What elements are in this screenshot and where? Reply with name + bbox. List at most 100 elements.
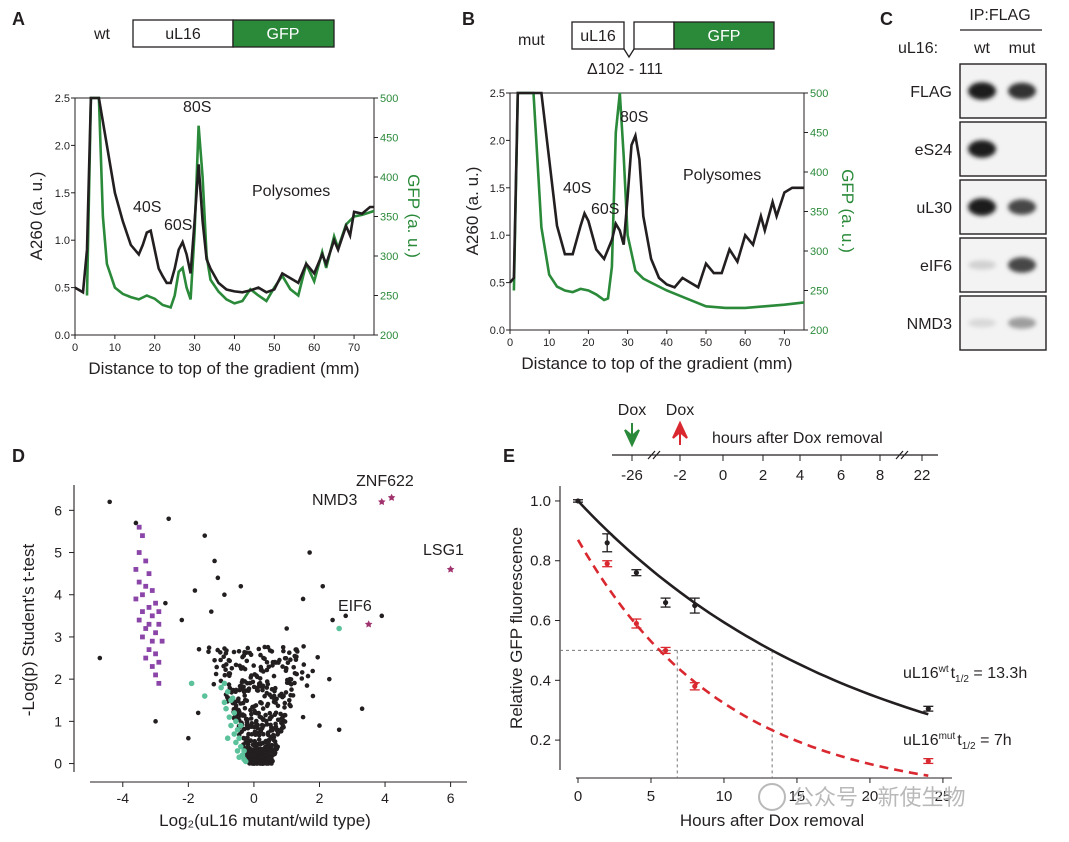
blot-row-eif6: eIF6 (920, 237, 1047, 293)
fit-curve-mut (576, 539, 929, 777)
protein-point (250, 742, 256, 747)
ribosomal-protein-point (241, 748, 247, 754)
protein-point (292, 671, 298, 676)
timeline-tick-label: 0 (719, 467, 727, 484)
protein-point (273, 710, 279, 716)
y-tick-label: 0.6 (530, 613, 551, 630)
protein-point (269, 649, 275, 654)
depleted-protein-point (143, 655, 149, 661)
protein-point (238, 701, 243, 706)
y2-tick-label: 500 (380, 93, 398, 105)
band-mut (1008, 257, 1036, 273)
protein-point (336, 727, 342, 733)
lane-label-wt: wt (973, 40, 991, 57)
protein-point (222, 672, 228, 678)
protein-point (283, 690, 289, 695)
y2-tick-label: 200 (810, 325, 828, 337)
depleted-protein-point (146, 604, 152, 610)
protein-point (244, 740, 250, 745)
protein-point (359, 706, 365, 711)
lane-label-mut: mut (1009, 40, 1036, 57)
y-tick-label: 6 (54, 502, 62, 518)
protein-point (262, 753, 268, 758)
gfp-domain-box (232, 19, 335, 48)
protein-point (221, 654, 226, 659)
ribosomal-protein-point (236, 754, 242, 761)
band-wt (968, 198, 996, 216)
protein-point (301, 644, 306, 649)
protein-point (279, 716, 284, 721)
protein-point (226, 671, 232, 676)
highlighted-factor-star (446, 565, 455, 573)
x-tick-label: 0 (250, 790, 258, 806)
y2-tick-label: 350 (380, 212, 398, 224)
protein-point (294, 647, 299, 652)
protein-point (299, 676, 305, 681)
gfp-domain-box-mut (673, 21, 775, 50)
decay-plot: 0 5 10 15 20 25 0.2 0.4 0.6 0.8 1.0 uL16wt t1/2 = 1… (507, 486, 1027, 830)
protein-point (256, 737, 262, 742)
protein-point (264, 703, 270, 709)
band-mut (1008, 317, 1036, 329)
protein-point (283, 656, 289, 661)
x-tick-label: 60 (308, 342, 320, 354)
protein-point (245, 723, 250, 728)
protein-point (251, 663, 256, 668)
protein-point (236, 710, 242, 715)
protein-point (271, 693, 277, 699)
band-mut (1008, 199, 1036, 215)
y-tick-label: 0.4 (530, 672, 551, 689)
protein-point (310, 668, 316, 674)
protein-point (260, 687, 265, 693)
x-tick-label: 0 (507, 337, 513, 349)
protein-point (218, 650, 223, 655)
protein-point (251, 684, 257, 690)
protein-point (212, 558, 217, 564)
gfp-trace (512, 91, 805, 310)
protein-point (223, 651, 229, 656)
protein-point (280, 664, 285, 669)
protein-point (252, 739, 257, 744)
protein-point (315, 655, 321, 660)
protein-point (288, 677, 294, 682)
protein-point (267, 692, 273, 697)
data-point-mut (602, 560, 613, 568)
protein-point (282, 705, 287, 710)
y-tick-label: 1.0 (490, 230, 505, 242)
protein-point (202, 533, 208, 538)
protein-point (213, 671, 219, 677)
protein-point (244, 658, 250, 664)
data-point-mut (923, 757, 934, 765)
protein-point (242, 726, 247, 732)
protein-point (282, 700, 288, 706)
blot-row-label: uL30 (916, 200, 952, 217)
blot-row-flag: FLAG (910, 63, 1047, 119)
y-tick-label: 1.0 (530, 493, 551, 510)
y2-tick-label: 250 (380, 291, 398, 303)
x-tick-label: 10 (109, 342, 121, 354)
protein-point (281, 648, 286, 654)
protein-point (233, 687, 239, 693)
protein-point (253, 730, 258, 735)
protein-point (256, 684, 262, 689)
protein-point (285, 677, 290, 683)
ribosomal-protein-point (233, 718, 239, 725)
protein-point (264, 679, 270, 684)
panel-label-a: A (12, 9, 25, 29)
fit-curve-wt (577, 500, 929, 716)
x-tick-label: 10 (543, 337, 555, 349)
watermark: 公众号 · 新使生物 (758, 783, 966, 811)
y2-tick-label: 450 (380, 133, 398, 145)
y-tick-label: 0 (54, 756, 62, 772)
depleted-protein-point (140, 609, 145, 615)
protein-point (244, 716, 250, 722)
mut-halflife-label: uL16mut t1/2 = 7h (903, 731, 1012, 752)
x-tick-label: 70 (778, 337, 790, 349)
protein-point (280, 694, 285, 700)
x-tick-label: 50 (700, 337, 712, 349)
peak-label-polysomes: Polysomes (683, 167, 761, 184)
y-tick-label: 2.5 (55, 93, 70, 105)
protein-point (293, 655, 299, 660)
protein-point (133, 520, 139, 526)
ribosomal-protein-point (336, 625, 342, 632)
